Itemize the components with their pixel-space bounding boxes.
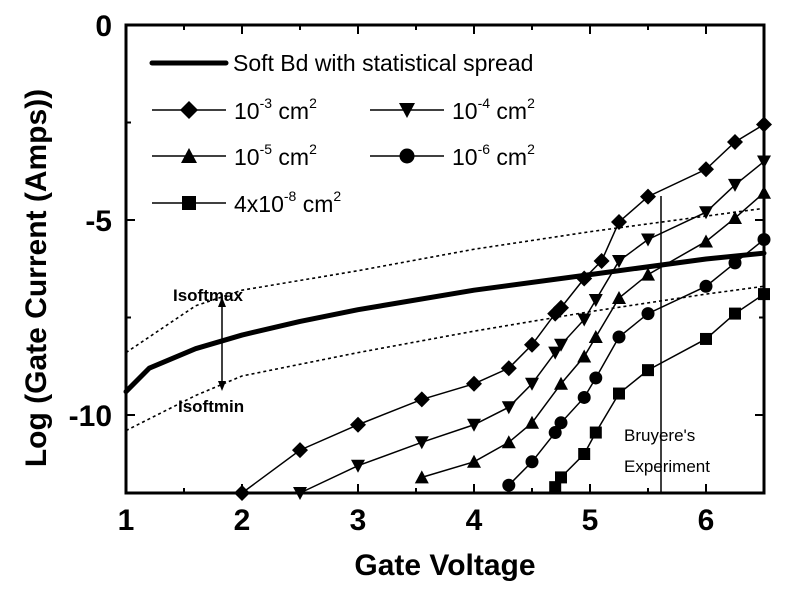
legend-item: 10-4 cm2 xyxy=(370,95,535,124)
y-tick-label: -10 xyxy=(69,400,112,433)
legend-label: 10-4 cm2 xyxy=(452,95,535,124)
x-tick-label: 6 xyxy=(698,504,715,537)
y-tick-label: 0 xyxy=(95,10,112,43)
isoft-range-arrow xyxy=(218,297,226,391)
series-4x10-8-cm-2 xyxy=(549,288,770,494)
legend: Soft Bd with statistical spread 10-3 cm2 1… xyxy=(149,50,535,217)
x-tick-label: 2 xyxy=(234,504,251,537)
legend-label: 4x10-8 cm2 xyxy=(234,188,341,217)
x-tick-label: 1 xyxy=(118,504,135,537)
x-axis-title: Gate Voltage xyxy=(354,549,535,582)
legend-label: 10-3 cm2 xyxy=(234,95,317,124)
series-10-3-cm-2 xyxy=(234,116,772,501)
legend-label: 10-5 cm2 xyxy=(234,141,317,170)
y-tick-label: -5 xyxy=(85,205,112,238)
bruyere-label-line2: Experiment xyxy=(624,457,710,476)
legend-item: 4x10-8 cm2 xyxy=(152,188,341,217)
legend-item: 10-3 cm2 xyxy=(152,95,317,124)
series-isoftmax xyxy=(125,207,765,354)
series-10-5-cm-2 xyxy=(414,185,771,484)
series-layer xyxy=(123,116,772,501)
axis-tick-labels: 1 2 3 4 5 6 0 -5 -10 xyxy=(69,10,715,537)
legend-label-soft-bd: Soft Bd with statistical spread xyxy=(233,50,533,76)
x-tick-label: 3 xyxy=(350,504,367,537)
axis-ticks xyxy=(125,24,765,493)
plot-frame xyxy=(124,23,766,495)
series-soft-bd-with-statistical-spread xyxy=(123,250,767,395)
y-axis-title: Log (Gate Current (Amps)) xyxy=(20,89,53,467)
isoftmax-label: Isoftmax xyxy=(173,286,243,305)
legend-label: 10-6 cm2 xyxy=(452,141,535,170)
x-tick-label: 5 xyxy=(582,504,599,537)
x-tick-label: 4 xyxy=(466,504,483,537)
legend-item: 10-6 cm2 xyxy=(370,141,535,170)
isoftmin-label: Isoftmin xyxy=(178,397,244,416)
series-10-4-cm-2 xyxy=(293,155,771,500)
legend-item: 10-5 cm2 xyxy=(152,141,317,170)
series-isoftmin xyxy=(125,285,765,432)
series-10-6-cm-2 xyxy=(502,233,771,492)
bruyere-label-line1: Bruyere's xyxy=(624,426,695,445)
